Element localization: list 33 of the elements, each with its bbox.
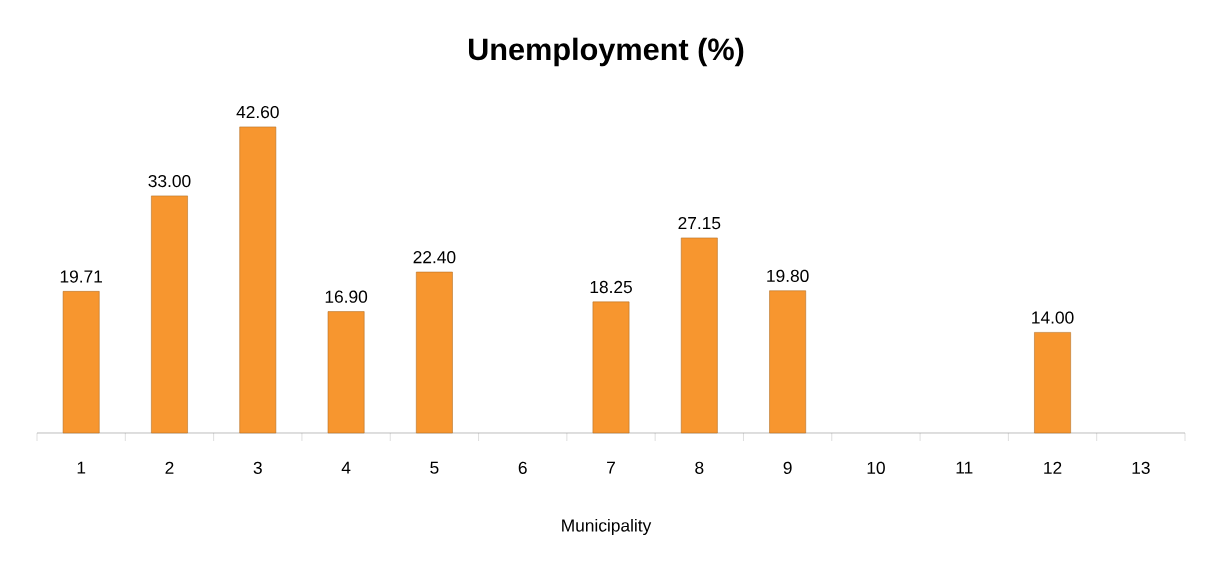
data-label: 19.71 — [60, 270, 103, 283]
bar — [327, 311, 365, 434]
data-label: 18.25 — [590, 280, 632, 294]
x-tick-label: 9 — [783, 461, 792, 474]
bar — [239, 126, 277, 434]
bar — [769, 290, 806, 434]
x-tick-label: 8 — [695, 461, 704, 474]
bar — [62, 291, 100, 434]
data-label: 27.15 — [678, 216, 721, 230]
x-tick-label: 4 — [341, 461, 351, 474]
x-tick-label: 2 — [165, 461, 174, 474]
data-label: 33.00 — [148, 174, 191, 188]
bar — [1034, 332, 1071, 434]
x-tick-label: 7 — [607, 461, 615, 474]
x-tick-label: 3 — [253, 461, 262, 474]
x-tick-label: 5 — [430, 461, 439, 474]
x-tick-label: 13 — [1132, 461, 1150, 474]
bar — [151, 195, 188, 434]
x-axis-title: Municipality — [562, 518, 652, 536]
data-label: 16.90 — [325, 290, 368, 303]
bar — [416, 271, 453, 434]
bar — [592, 301, 630, 434]
x-tick-label: 11 — [956, 461, 973, 474]
x-tick-label: 12 — [1044, 461, 1062, 474]
data-label: 22.40 — [413, 251, 456, 264]
x-tick-label: 10 — [867, 461, 885, 474]
data-label: 19.80 — [767, 269, 809, 283]
x-tick-label: 6 — [518, 461, 527, 474]
chart-title: Unemployment (%) — [468, 37, 744, 67]
data-label: 42.60 — [236, 105, 279, 119]
x-tick-label: 1 — [77, 461, 86, 474]
bar — [680, 237, 718, 434]
data-label: 14.00 — [1032, 311, 1074, 324]
